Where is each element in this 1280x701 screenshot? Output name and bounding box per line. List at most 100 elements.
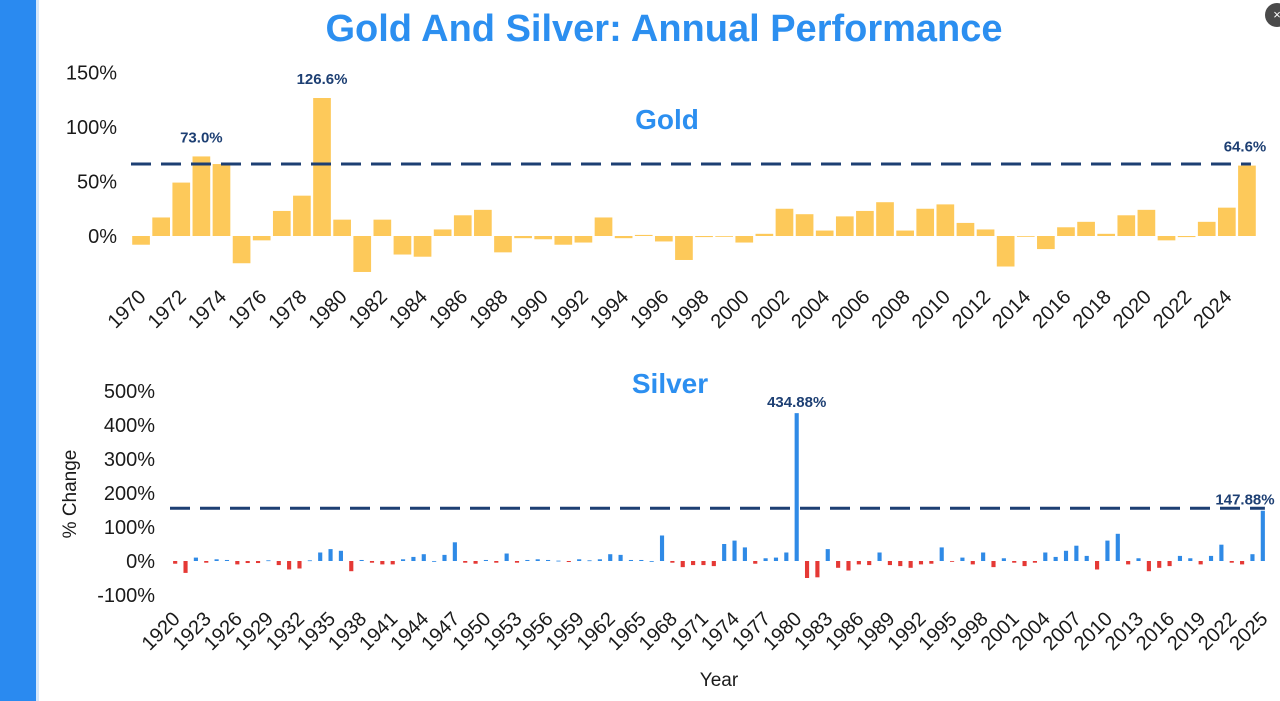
gold-x-tick-label: 1982	[345, 286, 392, 333]
silver-y-tick-label: -100%	[97, 585, 155, 607]
silver-bar	[1250, 554, 1255, 561]
silver-bar	[266, 560, 271, 562]
gold-x-tick-label: 2016	[1028, 286, 1075, 333]
silver-bar	[1105, 540, 1110, 561]
silver-bar	[1126, 561, 1131, 565]
gold-bar	[192, 156, 211, 236]
silver-bar	[918, 561, 924, 565]
silver-bar	[815, 561, 820, 578]
silver-bar	[1167, 561, 1172, 567]
gold-bar	[293, 195, 311, 236]
silver-bar	[701, 561, 706, 566]
gold-bar	[333, 219, 351, 236]
silver-bar	[608, 554, 613, 561]
silver-bar	[1146, 561, 1151, 572]
gold-bar	[1157, 236, 1176, 241]
gold-x-tick-label: 2010	[908, 286, 955, 333]
silver-bar	[514, 561, 520, 563]
gold-y-tick-label: 150%	[66, 63, 117, 85]
silver-bar	[566, 561, 571, 563]
silver-y-tick-label: 0%	[126, 551, 155, 573]
silver-bar	[328, 549, 333, 561]
silver-bar	[432, 561, 437, 562]
gold-bar	[634, 234, 653, 236]
gold-bar	[1037, 236, 1055, 250]
silver-y-tick-label: 400%	[104, 415, 155, 437]
gold-bar	[212, 164, 231, 236]
silver-bar	[1022, 561, 1027, 567]
silver-bar	[991, 561, 996, 568]
gold-x-tick-label: 2022	[1149, 286, 1196, 333]
gold-bar	[413, 236, 432, 257]
gold-bar	[393, 236, 412, 255]
gold-value-annotation: 126.6%	[297, 71, 348, 88]
silver-x-axis-label: Year	[700, 670, 739, 691]
silver-bar	[535, 559, 540, 561]
gold-x-tick-label: 1988	[465, 286, 512, 333]
gold-x-tick-label: 1990	[506, 286, 553, 333]
silver-bar	[193, 557, 198, 561]
gold-x-tick-label: 2006	[827, 286, 874, 333]
gold-bar	[876, 202, 894, 236]
gold-bar	[856, 210, 874, 236]
gold-bar	[1097, 233, 1116, 236]
silver-bar	[836, 561, 841, 568]
silver-bar	[483, 559, 488, 561]
gold-bar	[936, 204, 955, 236]
gold-bar	[494, 236, 512, 253]
gold-bar	[675, 236, 693, 260]
gold-x-tick-label: 1986	[425, 286, 472, 333]
silver-bar	[214, 559, 219, 561]
gold-bar	[453, 215, 472, 236]
gold-bar	[1117, 215, 1136, 236]
silver-bar	[970, 561, 975, 565]
gold-bar	[594, 217, 613, 236]
silver-bar	[245, 561, 250, 564]
silver-bar	[173, 561, 178, 564]
silver-value-annotation: 147.88%	[1215, 492, 1274, 509]
silver-bar	[846, 561, 851, 571]
silver-chart: Silver % Change Year 500% 400% 300% 200% 100…	[60, 368, 1275, 691]
gold-value-annotation: 64.6%	[1224, 139, 1267, 156]
gold-bar	[715, 236, 733, 237]
gold-bar	[313, 98, 331, 236]
gold-bar	[695, 236, 713, 238]
silver-bar	[1012, 561, 1017, 563]
silver-bar	[504, 553, 509, 561]
silver-bar	[276, 561, 281, 566]
close-icon[interactable]: ×	[1265, 3, 1280, 27]
gold-bar	[1077, 221, 1095, 236]
gold-bar	[474, 209, 492, 236]
silver-bar	[1188, 558, 1193, 561]
silver-bar	[1177, 555, 1183, 561]
gold-bar	[1217, 207, 1236, 236]
silver-bar	[546, 559, 551, 561]
left-accent-bar	[0, 0, 36, 701]
silver-bar	[452, 542, 457, 561]
gold-bar	[353, 236, 372, 272]
gold-x-tick-label: 1972	[144, 286, 191, 333]
silver-bar	[338, 550, 343, 561]
gold-bar	[916, 208, 935, 236]
silver-bar	[981, 552, 986, 561]
silver-y-tick-label: 300%	[104, 449, 155, 471]
silver-bar	[390, 561, 395, 565]
silver-bar	[411, 556, 416, 561]
gold-bar	[775, 208, 794, 236]
silver-bar	[1208, 555, 1214, 561]
silver-bar	[794, 413, 799, 561]
silver-bar	[670, 561, 675, 563]
silver-bar	[1198, 561, 1203, 565]
gold-bar	[554, 236, 573, 245]
gold-bar	[896, 230, 914, 236]
gold-bar	[373, 219, 392, 236]
gold-value-annotation: 73.0%	[180, 129, 223, 146]
silver-bar	[473, 561, 478, 564]
gold-y-tick-label: 0%	[88, 226, 117, 248]
silver-value-annotation: 434.88%	[767, 394, 826, 411]
silver-bar	[587, 560, 592, 562]
gold-x-tick-label: 2008	[868, 286, 915, 333]
silver-bar	[1157, 561, 1162, 568]
silver-bar	[597, 559, 602, 561]
